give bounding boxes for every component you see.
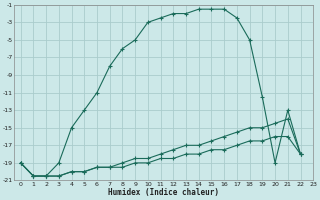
X-axis label: Humidex (Indice chaleur): Humidex (Indice chaleur) [108,188,219,197]
